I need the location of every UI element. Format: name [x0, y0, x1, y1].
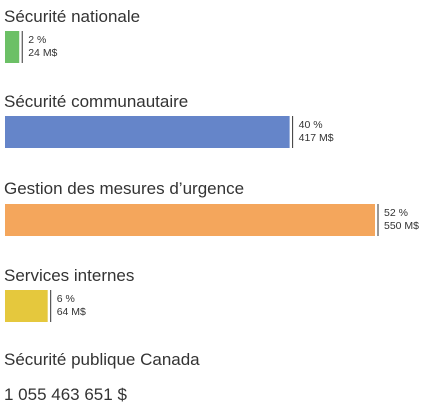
organization-name: Sécurité publique Canada: [4, 350, 200, 369]
percent-label: 40 %: [299, 119, 323, 131]
category-label: Gestion des mesures d’urgence: [4, 179, 244, 198]
category-label: Services internes: [4, 266, 134, 285]
bar: [5, 204, 375, 236]
percent-label: 6 %: [57, 293, 75, 305]
category-label: Sécurité communautaire: [4, 92, 188, 111]
bar-group: Sécurité nationale 2 %24 M$: [4, 7, 140, 63]
total-amount: 1 055 463 651 $: [4, 385, 127, 404]
bar: [5, 116, 290, 148]
bar-group: Services internes 6 %64 M$: [4, 266, 134, 322]
amount-label: 417 M$: [299, 132, 334, 144]
amount-label: 24 M$: [28, 47, 57, 59]
bar-group: Gestion des mesures d’urgence 52 %550 M$: [4, 179, 419, 236]
bar: [5, 31, 20, 63]
bars-layer: Sécurité nationale 2 %24 M$ Sécurité commu…: [4, 7, 419, 322]
amount-label: 64 M$: [57, 306, 86, 318]
amount-label: 550 M$: [384, 220, 419, 232]
percent-label: 52 %: [384, 207, 408, 219]
bar: [5, 290, 48, 322]
percent-label: 2 %: [28, 34, 46, 46]
category-label: Sécurité nationale: [4, 7, 140, 26]
bar-group: Sécurité communautaire 40 %417 M$: [4, 92, 334, 148]
